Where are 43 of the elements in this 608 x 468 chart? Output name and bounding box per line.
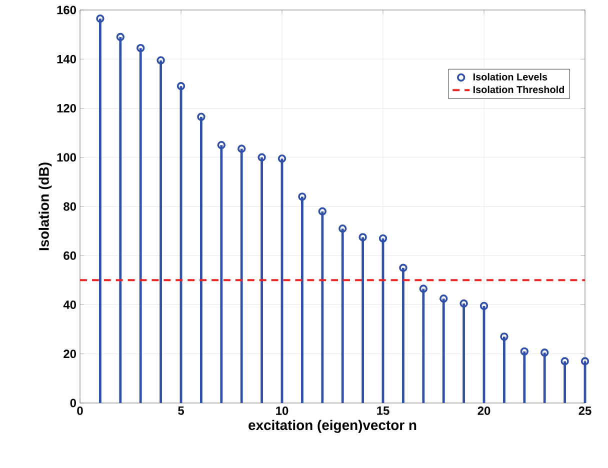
point: [480, 302, 488, 310]
y-axis-title: Isolation (dB): [38, 162, 52, 250]
point: [156, 56, 165, 64]
point: [238, 144, 246, 153]
x-tick-label: 10: [276, 406, 288, 415]
point: [96, 14, 104, 23]
point: [217, 140, 226, 150]
y-tick-label: 20: [64, 350, 76, 358]
x-tick-label: 15: [377, 406, 390, 415]
y-tick-label: 40: [63, 300, 76, 309]
y-tick-label: 120: [57, 104, 76, 112]
point: [136, 44, 145, 52]
y-tick-label: 60: [64, 251, 76, 260]
point: [419, 284, 428, 293]
point: [278, 154, 286, 163]
point: [338, 224, 347, 233]
y-tick-label: 100: [57, 153, 76, 162]
y-tick-label: 140: [57, 54, 76, 64]
point: [116, 32, 124, 42]
y-tick-label: 160: [57, 6, 76, 14]
point: [500, 332, 508, 341]
point: [197, 112, 206, 121]
legend-label: Isolation Threshold: [473, 86, 564, 94]
point: [560, 357, 569, 366]
x-tick-label: 25: [578, 406, 592, 415]
point: [378, 234, 388, 243]
x-axis-title: excitation (eigen)vector n: [248, 420, 416, 433]
y-tick-label: 0: [70, 398, 76, 408]
point: [520, 347, 529, 356]
x-tick-label: 5: [178, 406, 184, 415]
point: [540, 348, 549, 357]
x-tick-label: 0: [77, 406, 83, 415]
point: [318, 207, 327, 216]
legend-label: Isolation Levels: [473, 73, 548, 80]
point: [358, 233, 367, 242]
point: [460, 299, 468, 308]
point: [298, 192, 306, 201]
point: [440, 294, 448, 303]
point: [258, 153, 266, 162]
y-tick-label: 80: [64, 202, 76, 211]
point: [176, 82, 186, 90]
point: [399, 264, 408, 272]
x-tick-label: 20: [478, 406, 490, 415]
